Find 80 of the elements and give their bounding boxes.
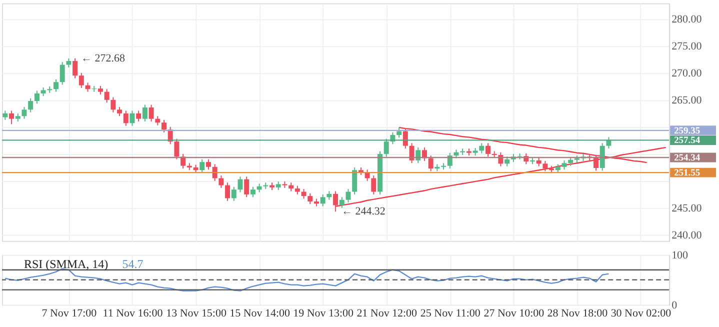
candlestick <box>428 155 434 172</box>
candlestick <box>333 190 338 212</box>
candlestick <box>92 85 97 92</box>
x-tick-label: 11 Nov 16:00 <box>102 307 164 320</box>
y-tick-label: 280.00 <box>672 13 702 26</box>
candlestick <box>28 98 34 113</box>
candlestick <box>142 104 148 122</box>
candlestick <box>54 78 58 92</box>
x-tick-label: 13 Nov 15:00 <box>166 307 227 320</box>
ref-line-label: 254.34 <box>674 153 700 164</box>
x-tick-label: 30 Nov 02:00 <box>610 307 672 320</box>
x-tick-label: 7 Nov 17:00 <box>42 307 98 320</box>
candlestick <box>416 146 421 164</box>
candlestick <box>34 90 40 104</box>
candlestick <box>384 138 389 158</box>
chart-title: RSI (SMMA, 14) <box>24 256 108 271</box>
candlestick <box>250 186 256 198</box>
candlestick <box>542 160 548 172</box>
candlestick <box>594 154 599 172</box>
candlestick <box>123 110 128 126</box>
candlestick <box>562 160 567 170</box>
annotation: 54.7 <box>122 256 144 271</box>
candlestick <box>174 138 180 160</box>
candlestick <box>447 152 452 170</box>
y-tick-label: 240.00 <box>672 229 702 242</box>
x-tick-label: 27 Nov 10:00 <box>484 307 545 320</box>
candlestick <box>218 175 224 188</box>
candlestick <box>110 96 116 113</box>
candlestick <box>402 128 408 150</box>
candlestick <box>72 58 78 79</box>
ref-line-label: 251.55 <box>674 168 700 179</box>
candlestick <box>504 156 510 167</box>
candlestick <box>200 158 205 174</box>
x-tick-label: 25 Nov 11:00 <box>420 307 481 320</box>
x-tick-label: 28 Nov 18:00 <box>547 307 608 320</box>
candlestick <box>486 142 491 158</box>
candlestick <box>66 58 72 68</box>
ref-line-label: 259.35 <box>674 126 700 136</box>
candlestick <box>339 196 344 208</box>
y-tick-label: 245.00 <box>672 202 702 214</box>
candlestick <box>238 176 243 193</box>
y-tick-label: 265.00 <box>672 94 702 106</box>
candlestick <box>206 158 211 170</box>
candlestick <box>117 106 122 117</box>
candlestick <box>85 82 90 92</box>
candlestick <box>22 106 27 120</box>
candlestick <box>148 104 154 122</box>
y-tick-label: 270.00 <box>672 67 702 80</box>
ref-line-label: 257.54 <box>674 136 700 146</box>
candlestick <box>60 62 65 86</box>
candlestick <box>162 119 166 133</box>
candlestick <box>352 166 358 195</box>
candlestick <box>320 194 326 207</box>
candlestick <box>231 186 236 202</box>
candlestick <box>308 192 313 205</box>
candlestick <box>409 142 414 164</box>
candlestick <box>396 126 402 138</box>
candlestick <box>136 110 142 122</box>
x-tick-label: 21 Nov 12:00 <box>356 307 418 320</box>
candlestick <box>225 182 230 202</box>
annotation: ← 244.32 <box>342 206 386 218</box>
candlestick <box>155 116 160 126</box>
x-tick-label: 15 Nov 14:00 <box>230 307 290 320</box>
candlestick <box>78 72 84 89</box>
candlestick <box>104 88 110 104</box>
candlestick <box>301 188 306 200</box>
candlestick <box>2 110 8 120</box>
y-tick-label: 275.00 <box>672 40 702 52</box>
candlestick <box>180 153 186 170</box>
candlestick <box>371 175 376 195</box>
candlestick <box>600 142 605 172</box>
candlestick <box>346 188 351 204</box>
candlestick <box>479 142 484 154</box>
annotation: ← 272.68 <box>81 52 126 64</box>
y-tick-label: 0 <box>672 299 678 312</box>
y-tick-label: 100 <box>672 249 689 262</box>
candlestick <box>9 110 14 125</box>
candlestick <box>244 176 250 198</box>
candlestick <box>130 110 135 126</box>
x-tick-label: 19 Nov 13:00 <box>293 307 354 320</box>
